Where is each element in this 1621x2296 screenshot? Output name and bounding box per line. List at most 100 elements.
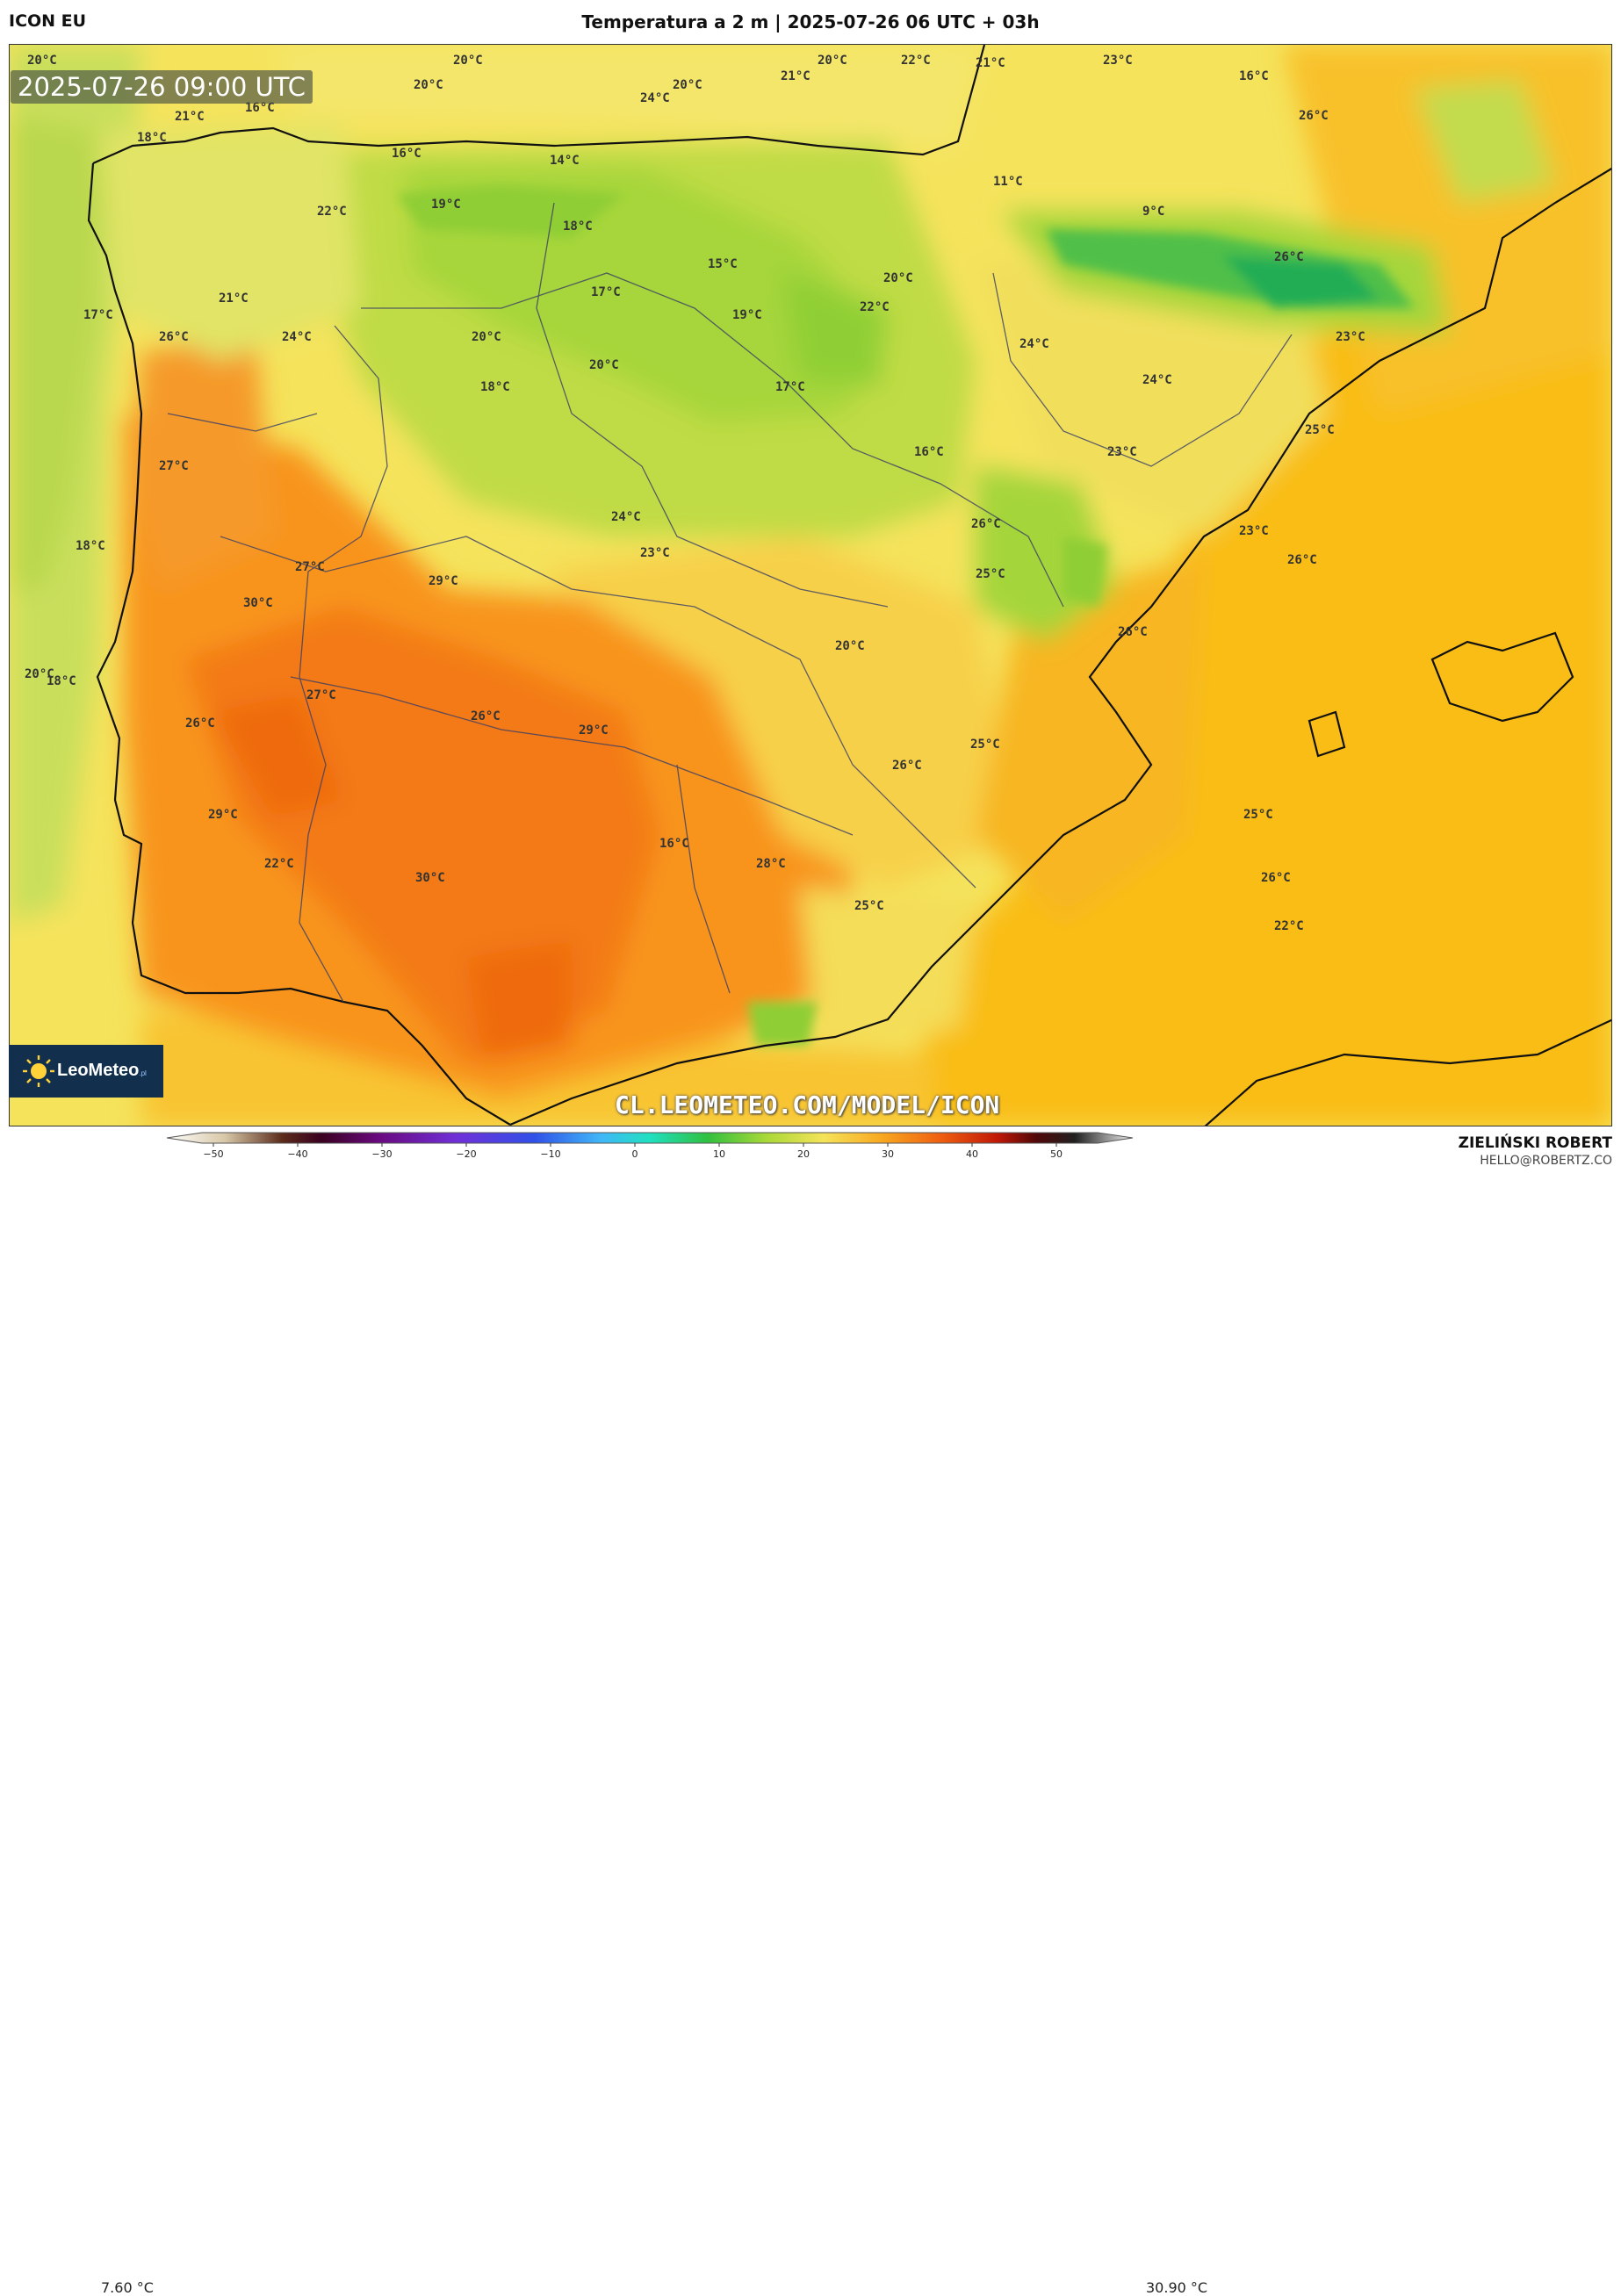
temperature-label: 16°C [914, 445, 944, 459]
temperature-label: 26°C [1299, 109, 1329, 123]
temperature-label: 26°C [971, 517, 1001, 531]
watermark-url: CL.LEOMETEO.COM/MODEL/ICON [615, 1090, 1000, 1119]
sun-icon [23, 1055, 54, 1087]
temperature-label: 17°C [775, 380, 805, 394]
temperature-label: 26°C [1287, 553, 1317, 567]
temperature-label: 21°C [781, 69, 810, 83]
temperature-label: 25°C [1305, 423, 1335, 437]
temperature-label: 27°C [159, 459, 189, 473]
map-canvas: 20°C 20°C 20°C 20°C 21°C 20°C 22°C 21°C 23°C 16°C… [10, 45, 1611, 1126]
colorbar-tick-label: 0 [632, 1148, 638, 1160]
author-email: HELLO@ROBERTZ.CO [1480, 1154, 1612, 1168]
logo-suffix: .pl [139, 1069, 147, 1077]
colorbar: −50 −40 −30 −20 −10 0 10 20 30 40 50 7.60 °C 30.90… [0, 1127, 1621, 2296]
colorbar-tick-label: 50 [1050, 1148, 1063, 1160]
temperature-label: 22°C [317, 205, 347, 219]
leometeo-logo[interactable]: LeoMeteo.pl [9, 1045, 163, 1098]
temperature-label: 16°C [392, 147, 421, 161]
temperature-label: 30°C [243, 596, 273, 610]
colorbar-max-value: 30.90 °C [1146, 2279, 1208, 2296]
temperature-label: 29°C [579, 723, 609, 738]
temperature-label: 24°C [282, 330, 312, 344]
colorbar-tick-label: −50 [203, 1148, 223, 1160]
temperature-field [10, 45, 1611, 1126]
temperature-label: 26°C [1118, 625, 1148, 639]
temperature-label: 22°C [264, 857, 294, 871]
temperature-label: 24°C [1019, 337, 1049, 351]
temperature-label: 16°C [659, 837, 689, 851]
logo-name: LeoMeteo [57, 1061, 140, 1080]
author-credit: ZIELIŃSKI ROBERT HELLO@ROBERTZ.CO [1459, 1134, 1612, 1168]
temperature-label: 26°C [1261, 871, 1291, 885]
temperature-label: 21°C [175, 110, 205, 124]
temperature-label: 29°C [208, 808, 238, 822]
temperature-label: 20°C [883, 271, 913, 285]
temperature-label: 24°C [611, 510, 641, 524]
temperature-label: 17°C [83, 308, 113, 322]
colorbar-tick-label: 20 [797, 1148, 810, 1160]
header: ICON EU Temperatura a 2 m | 2025-07-26 0… [0, 0, 1621, 44]
temperature-label: 26°C [185, 716, 215, 731]
colorbar-tick-label: −30 [371, 1148, 392, 1160]
temperature-label: 18°C [480, 380, 510, 394]
temperature-label: 19°C [431, 198, 461, 212]
temperature-label: 20°C [835, 639, 865, 653]
temperature-label: 26°C [892, 759, 922, 773]
temperature-label: 23°C [1239, 524, 1269, 538]
temperature-label: 23°C [1107, 445, 1137, 459]
valid-time-stamp: 2025-07-26 09:00 UTC [11, 70, 313, 104]
temperature-label: 18°C [76, 539, 105, 553]
logo-text: LeoMeteo.pl [57, 1061, 147, 1081]
temperature-label: 25°C [1243, 808, 1273, 822]
colorbar-tick-label: 40 [966, 1148, 978, 1160]
temperature-label: 11°C [993, 175, 1023, 189]
colorbar-graphic: −50 −40 −30 −20 −10 0 10 20 30 40 50 [166, 1132, 1134, 1160]
temperature-label: 23°C [640, 546, 670, 560]
colorbar-min-value: 7.60 °C [101, 2279, 154, 2296]
temperature-labels: 20°C 20°C 20°C 20°C 21°C 20°C 22°C 21°C 23°C 16°C… [25, 54, 1365, 933]
temperature-label: 17°C [591, 285, 621, 299]
author-name: ZIELIŃSKI ROBERT [1458, 1134, 1612, 1152]
model-name: ICON EU [9, 11, 87, 31]
temperature-label: 15°C [708, 257, 738, 271]
temperature-label: 26°C [159, 330, 189, 344]
temperature-label: 18°C [47, 674, 76, 688]
temperature-label: 25°C [976, 567, 1005, 581]
colorbar-tick-label: 10 [713, 1148, 725, 1160]
temperature-label: 9°C [1142, 205, 1164, 219]
region-borders [167, 202, 1293, 1003]
temperature-map[interactable]: 20°C 20°C 20°C 20°C 21°C 20°C 22°C 21°C 23°C 16°C… [9, 44, 1612, 1126]
map-title: Temperatura a 2 m | 2025-07-26 06 UTC + … [581, 11, 1040, 32]
temperature-label: 16°C [245, 101, 275, 115]
temperature-label: 20°C [25, 667, 54, 681]
temperature-label: 22°C [901, 54, 931, 68]
temperature-label: 20°C [472, 330, 501, 344]
colorbar-tick-label: −10 [540, 1148, 560, 1160]
temperature-label: 16°C [1239, 69, 1269, 83]
temperature-label: 28°C [756, 857, 786, 871]
temperature-label: 20°C [414, 78, 443, 92]
temperature-label: 20°C [27, 54, 57, 68]
temperature-label: 30°C [415, 871, 445, 885]
temperature-label: 21°C [219, 291, 249, 306]
temperature-label: 26°C [471, 709, 501, 723]
temperature-label: 23°C [1103, 54, 1133, 68]
temperature-label: 25°C [970, 738, 1000, 752]
temperature-label: 25°C [854, 899, 884, 913]
temperature-label: 26°C [1274, 250, 1304, 264]
colorbar-tick-label: 30 [882, 1148, 894, 1160]
temperature-label: 24°C [640, 91, 670, 105]
temperature-label: 20°C [589, 358, 619, 372]
temperature-label: 20°C [673, 78, 702, 92]
temperature-label: 24°C [1142, 373, 1172, 387]
temperature-label: 29°C [429, 574, 458, 588]
temperature-label: 14°C [550, 154, 580, 168]
cold-spots [396, 185, 1415, 1046]
temperature-label: 22°C [1274, 919, 1304, 933]
temperature-label: 22°C [860, 300, 890, 314]
temperature-label: 20°C [453, 54, 483, 68]
temperature-label: 27°C [295, 560, 325, 574]
coastlines [87, 45, 1611, 1126]
temperature-label: 27°C [306, 688, 336, 702]
temperature-label: 19°C [732, 308, 762, 322]
